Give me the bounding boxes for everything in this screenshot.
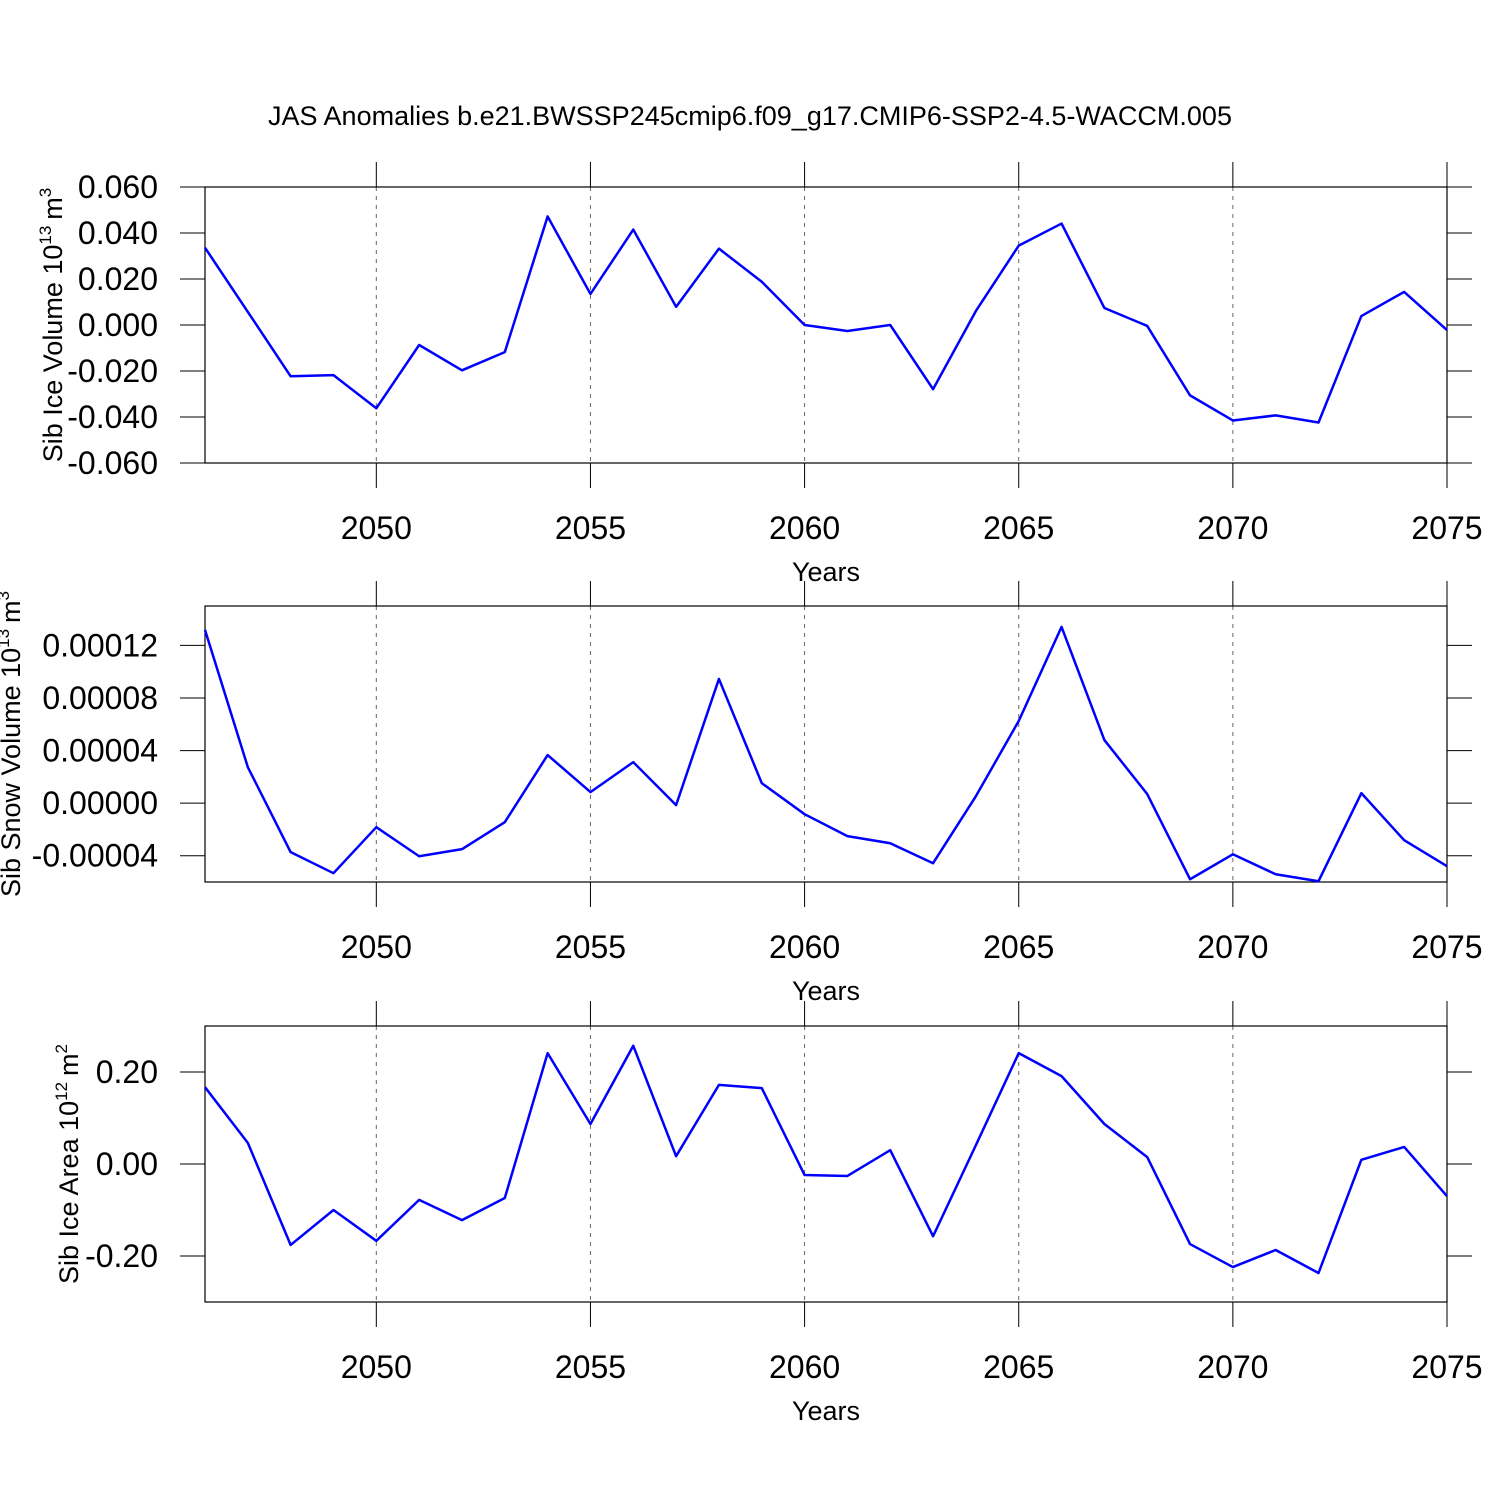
x-tick-label: 2070 — [1197, 510, 1268, 546]
y-tick-label: 0.00 — [96, 1146, 158, 1182]
y-tick-label: -0.040 — [67, 399, 158, 435]
x-tick-label: 2075 — [1411, 510, 1482, 546]
x-tick-label: 2070 — [1197, 929, 1268, 965]
y-axis-label-unit: m — [54, 1053, 84, 1076]
y-axis-label: Sib Ice Area 1012 m2 — [52, 1044, 84, 1284]
x-tick-label: 2060 — [769, 1349, 840, 1385]
y-tick-label: 0.20 — [96, 1054, 158, 1090]
x-tick-label: 2055 — [555, 929, 626, 965]
y-axis-label-exp: 13 — [36, 226, 55, 245]
y-tick-label: 0.060 — [78, 169, 158, 205]
plot-frame — [204, 186, 1448, 464]
x-tick-label: 2050 — [341, 510, 412, 546]
y-axis-label-exp: 12 — [52, 1082, 71, 1101]
y-tick-label: 0.040 — [78, 215, 158, 251]
x-tick-label: 2070 — [1197, 1349, 1268, 1385]
y-tick-label: 0.000 — [78, 307, 158, 343]
y-axis-label: Sib Snow Volume 1013 m3 — [0, 591, 26, 897]
x-axis-label: Years — [792, 976, 860, 1006]
x-tick-label: 2060 — [769, 510, 840, 546]
plot-frame — [204, 605, 1448, 883]
y-tick-label: -0.020 — [67, 353, 158, 389]
y-tick-label: 0.00008 — [42, 680, 158, 716]
x-tick-label: 2055 — [555, 510, 626, 546]
y-axis-label-text: Sib Snow Volume 10 — [0, 648, 26, 897]
x-tick-label: 2065 — [983, 929, 1054, 965]
x-tick-label: 2075 — [1411, 1349, 1482, 1385]
data-line — [203, 625, 1448, 883]
y-axis-label-unit-exp: 3 — [36, 188, 55, 197]
data-line — [204, 1044, 1448, 1275]
x-tick-label: 2065 — [983, 510, 1054, 546]
y-axis-label-exp: 13 — [0, 629, 13, 648]
y-axis-label-unit-exp: 3 — [0, 591, 13, 600]
y-axis-label-text: Sib Ice Volume 10 — [38, 245, 68, 463]
y-tick-label: -0.060 — [67, 445, 158, 481]
y-tick-label: 0.020 — [78, 261, 158, 297]
x-tick-label: 2050 — [341, 929, 412, 965]
y-axis-label: Sib Ice Volume 1013 m3 — [36, 188, 68, 463]
x-tick-label: 2060 — [769, 929, 840, 965]
data-line — [203, 215, 1448, 424]
y-axis-label-unit: m — [38, 197, 68, 220]
x-tick-label: 2065 — [983, 1349, 1054, 1385]
x-tick-label: 2055 — [555, 1349, 626, 1385]
y-tick-label: 0.00004 — [42, 733, 158, 769]
plot-frame — [204, 1025, 1448, 1303]
x-tick-label: 2050 — [341, 1349, 412, 1385]
x-axis-label: Years — [792, 557, 860, 587]
x-axis-label: Years — [792, 1396, 860, 1426]
y-axis-label-text: Sib Ice Area 10 — [54, 1101, 84, 1284]
y-tick-label: 0.00012 — [42, 627, 158, 663]
y-tick-label: 0.00000 — [42, 785, 158, 821]
chart-title: JAS Anomalies b.e21.BWSSP245cmip6.f09_g1… — [268, 101, 1232, 131]
y-axis-label-unit-exp: 2 — [52, 1044, 71, 1053]
x-tick-label: 2075 — [1411, 929, 1482, 965]
y-tick-label: -0.20 — [85, 1238, 158, 1274]
y-axis-label-unit: m — [0, 600, 26, 623]
y-tick-label: -0.00004 — [32, 838, 158, 874]
